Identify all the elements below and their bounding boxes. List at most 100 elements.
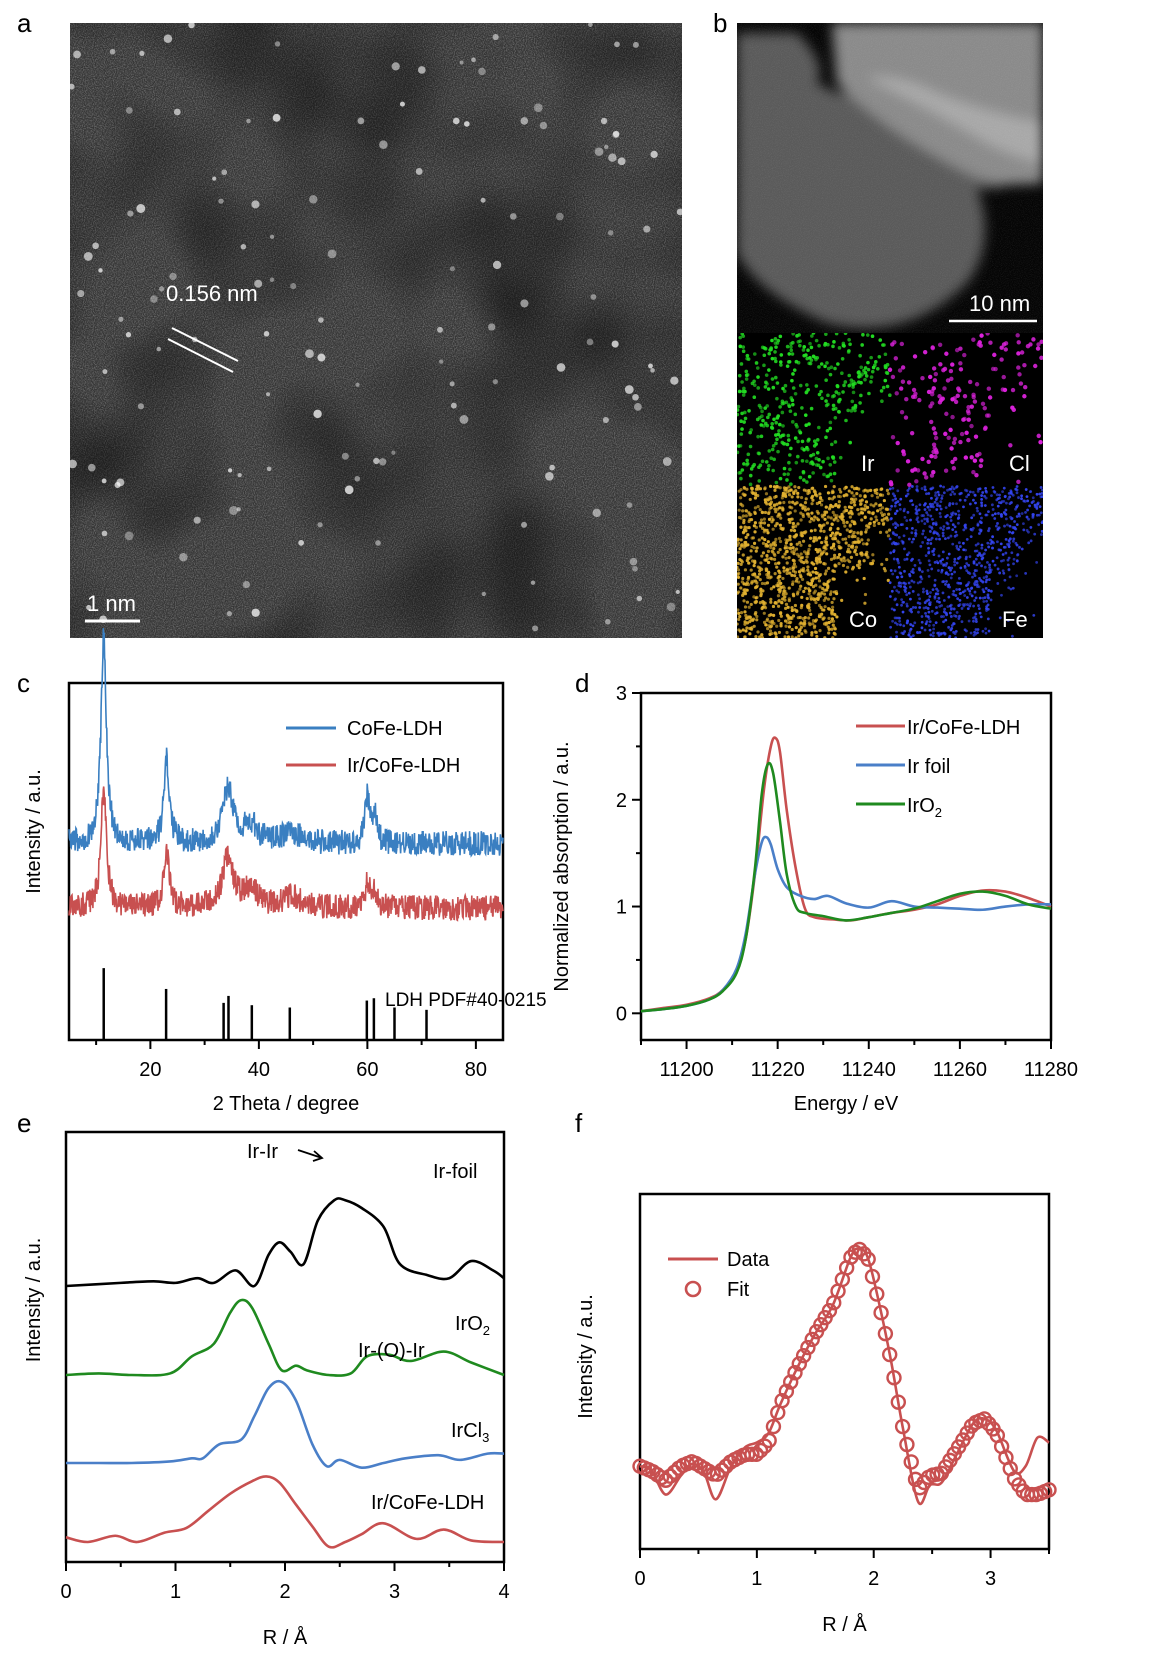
atom-dot	[626, 502, 633, 508]
particle-image	[737, 23, 1043, 333]
eds-dot	[826, 515, 830, 519]
eds-dot	[1019, 350, 1025, 355]
eds-dot	[790, 582, 795, 586]
eds-dot	[763, 385, 768, 389]
legend-marker-fit	[684, 1280, 702, 1298]
eds-dot	[750, 544, 754, 549]
eds-dot	[771, 604, 776, 609]
atom-dot	[305, 349, 314, 359]
eds-dot	[829, 526, 833, 530]
eds-dot	[854, 545, 859, 549]
eds-dot	[776, 576, 780, 580]
atom-dot	[125, 332, 132, 338]
eds-dot	[831, 636, 835, 638]
eds-dot	[831, 611, 835, 616]
eds-dot	[872, 520, 876, 524]
eds-dot	[973, 434, 979, 439]
atom-dot	[269, 277, 275, 282]
eds-dot	[1018, 381, 1024, 386]
eds-dot	[846, 565, 850, 569]
atom-dot	[632, 393, 639, 401]
atom-dot	[226, 611, 232, 617]
eds-dot	[785, 538, 790, 542]
eds-dot	[849, 555, 854, 559]
eds-dot	[766, 627, 770, 631]
eds-dot	[799, 621, 803, 625]
eds-dot	[737, 550, 741, 554]
eds-dot	[930, 392, 935, 397]
eds-dot	[772, 485, 777, 489]
atom-dot	[227, 468, 233, 473]
eds-dot	[797, 429, 802, 433]
series-label-ir-cofe-ldh: Ir/CoFe-LDH	[371, 1492, 484, 1514]
eds-dot	[759, 561, 763, 565]
eds-dot	[739, 562, 743, 567]
atom-dot	[459, 415, 469, 424]
eds-dot	[791, 614, 796, 618]
eds-dot	[781, 576, 785, 581]
eds-dot	[816, 548, 820, 552]
eds-dot	[767, 560, 771, 565]
atom-dot	[634, 403, 642, 411]
atom-dot	[218, 198, 224, 204]
eds-dot	[750, 381, 755, 386]
eds-dot	[860, 518, 864, 522]
eds-dot	[773, 336, 778, 341]
eds-dot	[756, 630, 760, 634]
eds-dot	[745, 600, 750, 604]
atom-dot	[73, 50, 81, 59]
eds-dot	[862, 559, 866, 563]
eds-dot	[743, 635, 747, 638]
eds-dot	[758, 635, 762, 638]
annotation-ir-ir: Ir-Ir	[247, 1141, 278, 1163]
eds-dot	[933, 371, 939, 377]
eds-dot	[753, 521, 757, 525]
eds-dot	[802, 560, 806, 565]
eds-dot	[791, 500, 795, 504]
eds-dot	[747, 525, 751, 530]
eds-dot	[864, 374, 869, 378]
eds-dot	[779, 614, 783, 618]
eds-dot	[857, 512, 861, 516]
eds-dot	[793, 603, 798, 608]
eds-dot	[805, 459, 809, 464]
eds-dot	[745, 588, 749, 592]
panel-label-e: e	[17, 1108, 32, 1138]
eds-dot	[815, 596, 819, 601]
eds-dot	[778, 547, 782, 552]
eds-dot	[831, 605, 835, 609]
eds-dot	[742, 386, 746, 391]
series-label-ir-foil: Ir-foil	[433, 1161, 477, 1183]
eds-dot	[778, 513, 782, 517]
eds-dot	[795, 454, 800, 459]
eds-dot	[777, 630, 781, 635]
eds-dot	[825, 474, 830, 479]
eds-dot	[812, 535, 816, 540]
eds-dot	[767, 517, 772, 521]
eds-dot	[800, 632, 804, 636]
eds-dot	[782, 472, 787, 477]
eds-dot	[871, 512, 875, 516]
eds-dot	[764, 380, 768, 385]
eds-dot	[848, 342, 852, 347]
eds-dot	[753, 496, 758, 500]
eds-dot	[762, 363, 766, 368]
eds-dot	[826, 597, 831, 601]
eds-dot	[812, 539, 816, 543]
atom-dot	[309, 195, 318, 204]
eds-dot	[979, 333, 984, 338]
eds-dot	[884, 365, 888, 370]
eds-dot	[790, 352, 795, 356]
eds-dot	[741, 553, 745, 557]
eds-dot	[767, 511, 771, 515]
eds-dot	[964, 430, 969, 435]
eds-dot	[843, 333, 848, 336]
eds-dot	[791, 580, 795, 584]
eds-dot	[787, 489, 791, 493]
eds-dot	[777, 429, 781, 433]
eds-dot	[738, 614, 742, 619]
eds-dot	[802, 478, 806, 482]
eds-dot	[780, 433, 785, 438]
eds-dot	[774, 635, 778, 638]
y-tick-label: 1	[616, 897, 627, 919]
